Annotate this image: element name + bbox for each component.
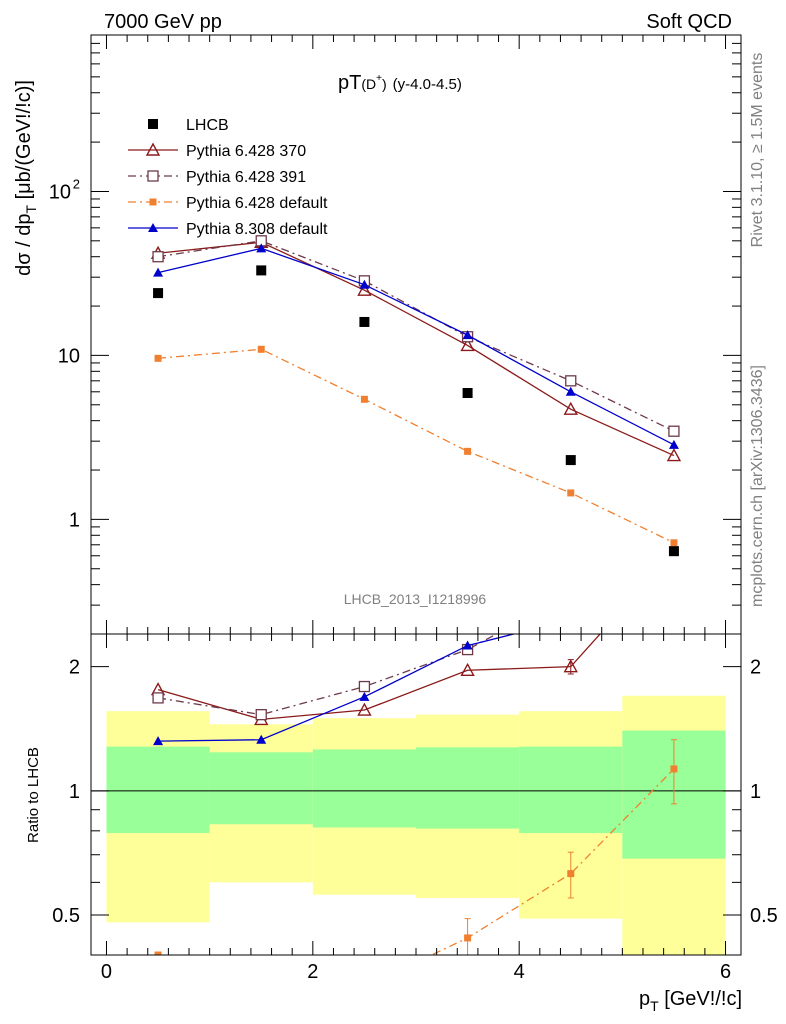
- x-axis-label: pT [GeV!/!c]: [639, 988, 742, 1014]
- legend-label: Pythia 8.308 default: [186, 221, 328, 238]
- rivet-version-label: Rivet 3.1.10, ≥ 1.5M events: [749, 53, 766, 248]
- ratio-series-line: [157, 634, 601, 721]
- main-series-marker: [567, 489, 575, 497]
- data-point-lhcb: [462, 388, 473, 399]
- data-point-lhcb: [668, 546, 679, 557]
- ratio-series-marker: [563, 659, 578, 673]
- ratio-series-marker: [566, 615, 576, 624]
- ratio-y-tick-label-left: 2: [69, 657, 80, 679]
- ratio-series-marker: [460, 662, 475, 676]
- ratio-series-marker: [357, 702, 372, 716]
- main-series-marker: [460, 338, 475, 352]
- legend-marker: [149, 198, 157, 206]
- main-series-line: [157, 241, 675, 457]
- data-point-lhcb: [359, 316, 370, 327]
- x-tick-label: 6: [720, 961, 731, 983]
- ratio-series-marker: [566, 589, 576, 599]
- main-series-marker: [257, 345, 265, 353]
- main-series-marker: [357, 282, 372, 296]
- main-series-marker: [565, 375, 577, 387]
- legend-marker: [148, 223, 158, 232]
- main-series-marker: [360, 395, 368, 403]
- ratio-y-tick-label-right: 2: [750, 657, 761, 679]
- ratio-series-marker: [361, 983, 368, 990]
- main-y-tick-label: 1: [69, 509, 80, 531]
- ratio-band-green: [106, 746, 210, 834]
- ratio-series-marker: [152, 692, 164, 704]
- ratio-y-tick-label-right: 0.5: [750, 905, 778, 927]
- source-label: mcplots.cern.ch [arXiv:1306.3436]: [749, 365, 766, 607]
- main-series-line: [158, 348, 675, 544]
- legend-label: Pythia 6.428 391: [186, 169, 306, 186]
- ratio-y-tick-label-left: 1: [69, 781, 80, 803]
- data-point-lhcb: [153, 288, 164, 299]
- main-series-marker: [670, 539, 678, 547]
- main-series-marker: [256, 243, 267, 253]
- ratio-y-tick-label-right: 1: [750, 781, 761, 803]
- main-series-marker: [153, 267, 164, 277]
- ratio-series-marker: [258, 986, 265, 993]
- x-tick-label: 4: [514, 961, 525, 983]
- ratio-series-marker: [153, 736, 164, 746]
- ratio-series-marker: [256, 734, 267, 744]
- main-series-line: [157, 240, 675, 432]
- ratio-panel: 0 2 4 6 0.5 0.5 1 1 2 2: [52, 487, 778, 993]
- ratio-band-green: [519, 746, 623, 834]
- main-series-marker: [668, 425, 680, 437]
- ratio-series-marker: [567, 870, 575, 878]
- legend-marker: [148, 119, 158, 129]
- ratio-series-line: [158, 634, 517, 742]
- main-series-line: [157, 247, 675, 446]
- header-process: Soft QCD: [646, 11, 732, 33]
- ratio-series-marker: [255, 709, 267, 721]
- main-y-axis-label: dσ / dpT [μb/(GeV!/!c)]: [13, 80, 39, 276]
- ratio-band-green: [312, 749, 416, 828]
- main-series-marker: [154, 354, 162, 362]
- legend-marker: [145, 142, 161, 156]
- data-point-lhcb: [565, 455, 576, 466]
- ratio-band-green: [416, 747, 520, 829]
- main-y-tick-exponent: 2: [73, 176, 80, 191]
- main-series-marker: [668, 439, 679, 449]
- ratio-series-marker: [669, 487, 679, 497]
- ratio-series-marker: [670, 765, 678, 773]
- header-energy: 7000 GeV pp: [104, 11, 222, 33]
- main-series-marker: [152, 251, 164, 263]
- legend-label: LHCB: [186, 117, 229, 134]
- main-y-tick-label: 10: [49, 181, 71, 203]
- ratio-series-marker: [464, 934, 472, 942]
- ratio-series-line: [158, 768, 675, 955]
- main-y-tick-label: 10: [58, 345, 80, 367]
- x-tick-label: 2: [307, 961, 318, 983]
- legend-label: Pythia 6.428 370: [186, 143, 306, 160]
- main-series-marker: [666, 448, 682, 462]
- x-tick-label: 0: [101, 961, 112, 983]
- legend-marker: [147, 170, 159, 182]
- analysis-tag: LHCB_2013_I1218996: [344, 591, 487, 607]
- plot-title: pT(D+) (y-4.0-4.5): [338, 72, 462, 94]
- ratio-y-axis-label: Ratio to LHCB: [25, 747, 42, 843]
- main-series-marker: [464, 447, 472, 455]
- ratio-band-green: [209, 752, 313, 825]
- ratio-series-marker: [462, 640, 473, 650]
- ratio-y-tick-label-left: 0.5: [52, 905, 80, 927]
- ratio-series-marker: [359, 691, 370, 701]
- ratio-series-marker: [669, 516, 679, 525]
- ratio-series-marker: [154, 951, 162, 955]
- legend: LHCB Pythia 6.428 370 Pythia 6.428 391 Pyth…: [128, 117, 328, 238]
- main-series-marker: [462, 330, 473, 340]
- data-point-lhcb: [256, 265, 267, 276]
- ratio-series-marker: [358, 680, 371, 693]
- main-series-marker: [359, 279, 370, 289]
- main-series-marker: [565, 386, 576, 396]
- main-series-marker: [563, 401, 578, 415]
- legend-label: Pythia 6.428 default: [186, 195, 328, 212]
